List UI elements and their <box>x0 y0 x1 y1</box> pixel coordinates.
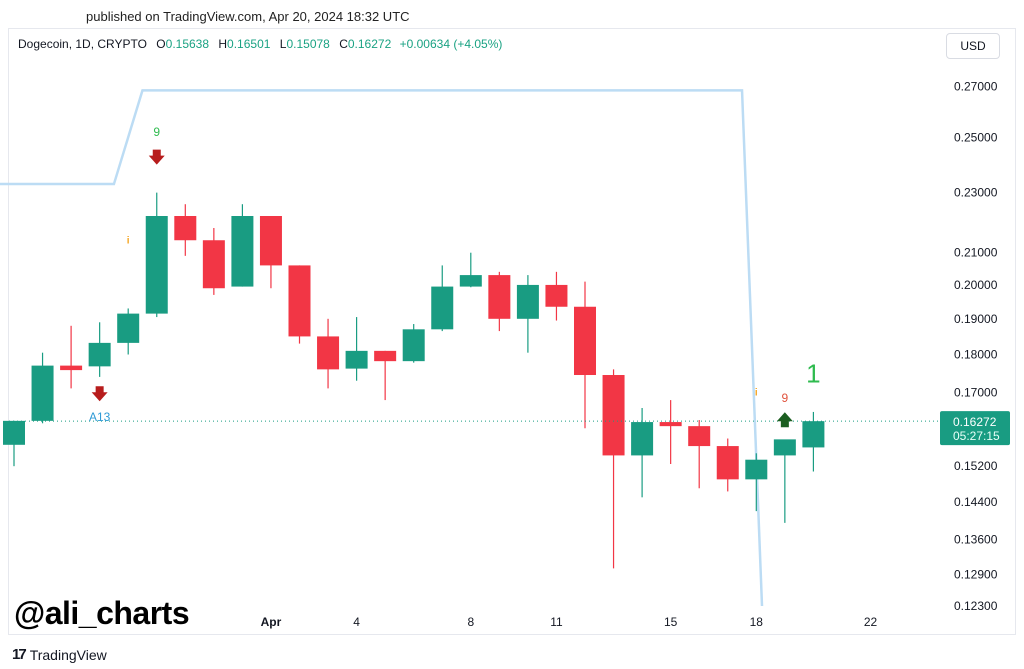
price-axis[interactable]: 0.27000 0.25000 0.23000 0.21000 0.20000 0.190… <box>954 80 998 613</box>
price-tick-label: 0.18000 <box>954 348 998 362</box>
author-watermark: @ali_charts <box>14 595 190 631</box>
candle-up[interactable] <box>631 422 654 456</box>
candle-up[interactable] <box>745 459 768 480</box>
candle-down[interactable] <box>545 284 568 307</box>
price-tick-label: 0.19000 <box>954 312 998 326</box>
close-label: C <box>339 37 348 51</box>
candle-up[interactable] <box>31 365 54 421</box>
last-price-badge <box>940 411 1010 446</box>
signal-label: 9 <box>153 125 160 139</box>
countdown-label: 05:27:15 <box>953 429 1000 443</box>
price-tick-label: 0.21000 <box>954 246 998 260</box>
price-tick-label: 0.27000 <box>954 80 998 94</box>
candle-down[interactable] <box>259 216 282 266</box>
candle-up[interactable] <box>516 284 539 319</box>
candle-down[interactable] <box>659 422 682 427</box>
high-value: 0.16501 <box>227 37 271 51</box>
candle-up[interactable] <box>402 329 425 362</box>
symbol-name: Dogecoin, 1D, CRYPTO <box>18 37 147 51</box>
symbol-legend[interactable]: Dogecoin, 1D, CRYPTO O0.15638 H0.16501 L… <box>18 37 502 51</box>
candle-down[interactable] <box>488 275 511 319</box>
low-value: 0.15078 <box>286 37 330 51</box>
price-tick-label: 0.15200 <box>954 459 998 473</box>
candle-up[interactable] <box>231 216 254 287</box>
signal-label: i <box>755 387 758 398</box>
arrow-down-icon <box>91 386 108 402</box>
candle-up[interactable] <box>145 216 168 314</box>
time-tick-label: 11 <box>550 615 563 629</box>
close-value: 0.16272 <box>347 37 392 51</box>
candle-up[interactable] <box>345 350 368 369</box>
candle-up[interactable] <box>88 342 111 367</box>
candle-down[interactable] <box>716 446 739 480</box>
price-tick-label: 0.17000 <box>954 385 998 399</box>
currency-button[interactable]: USD <box>946 33 1000 59</box>
signal-label: i <box>127 235 130 246</box>
tradingview-footer[interactable]: 17 TradingView <box>12 646 107 663</box>
envelope-line <box>0 89 764 607</box>
chart-frame <box>8 28 1016 635</box>
low-label: L <box>279 37 287 51</box>
candle-down[interactable] <box>202 240 225 289</box>
signal-count-label: 1 <box>806 359 820 389</box>
high-label: H <box>218 37 228 51</box>
candle-down[interactable] <box>688 426 711 447</box>
candle-up[interactable] <box>802 421 825 448</box>
price-tick-label: 0.12900 <box>954 568 998 582</box>
open-label: O <box>156 37 166 51</box>
time-tick-label: 15 <box>664 615 678 629</box>
published-caption: published on TradingView.com, Apr 20, 20… <box>86 9 410 24</box>
time-tick-label: 8 <box>467 615 474 629</box>
annotations: 9 i A13 i 9 1 <box>89 125 821 428</box>
time-tick-label: 4 <box>353 615 360 629</box>
signal-label: A13 <box>89 410 111 424</box>
candle-up[interactable] <box>3 420 25 445</box>
candle-down[interactable] <box>374 350 397 362</box>
candle-up[interactable] <box>431 286 454 330</box>
candle-up[interactable] <box>117 313 140 343</box>
change-value: +0.00634 (+4.05%) <box>399 37 503 51</box>
envelope-polyline <box>0 89 764 607</box>
candle-up[interactable] <box>773 439 796 456</box>
price-tick-label: 0.12300 <box>954 599 998 613</box>
price-tick-label: 0.23000 <box>954 186 998 200</box>
candles <box>3 192 825 569</box>
time-tick-label: 18 <box>750 615 764 629</box>
open-value: 0.15638 <box>165 37 210 51</box>
arrow-down-icon <box>148 149 165 165</box>
candle-down[interactable] <box>60 365 83 371</box>
time-axis[interactable]: Apr 4 8 11 15 18 22 <box>261 615 878 629</box>
candle-down[interactable] <box>317 336 340 370</box>
candle-up[interactable] <box>459 275 482 287</box>
signal-label: 9 <box>782 391 789 405</box>
price-tick-label: 0.20000 <box>954 278 998 292</box>
arrow-up-icon <box>776 412 793 428</box>
candle-down[interactable] <box>174 216 197 241</box>
last-price-label: 0.16272 <box>953 415 997 429</box>
candle-down[interactable] <box>574 306 596 376</box>
price-tick-label: 0.25000 <box>954 131 998 145</box>
time-tick-label: Apr <box>261 615 282 629</box>
price-tick-label: 0.14400 <box>954 495 998 509</box>
price-tick-label: 0.13600 <box>954 533 998 547</box>
candle-down[interactable] <box>602 375 625 456</box>
tradingview-logo-icon: 17 <box>12 646 27 663</box>
tradingview-brand: TradingView <box>29 646 107 663</box>
time-tick-label: 22 <box>864 615 878 629</box>
candle-down[interactable] <box>288 265 311 337</box>
